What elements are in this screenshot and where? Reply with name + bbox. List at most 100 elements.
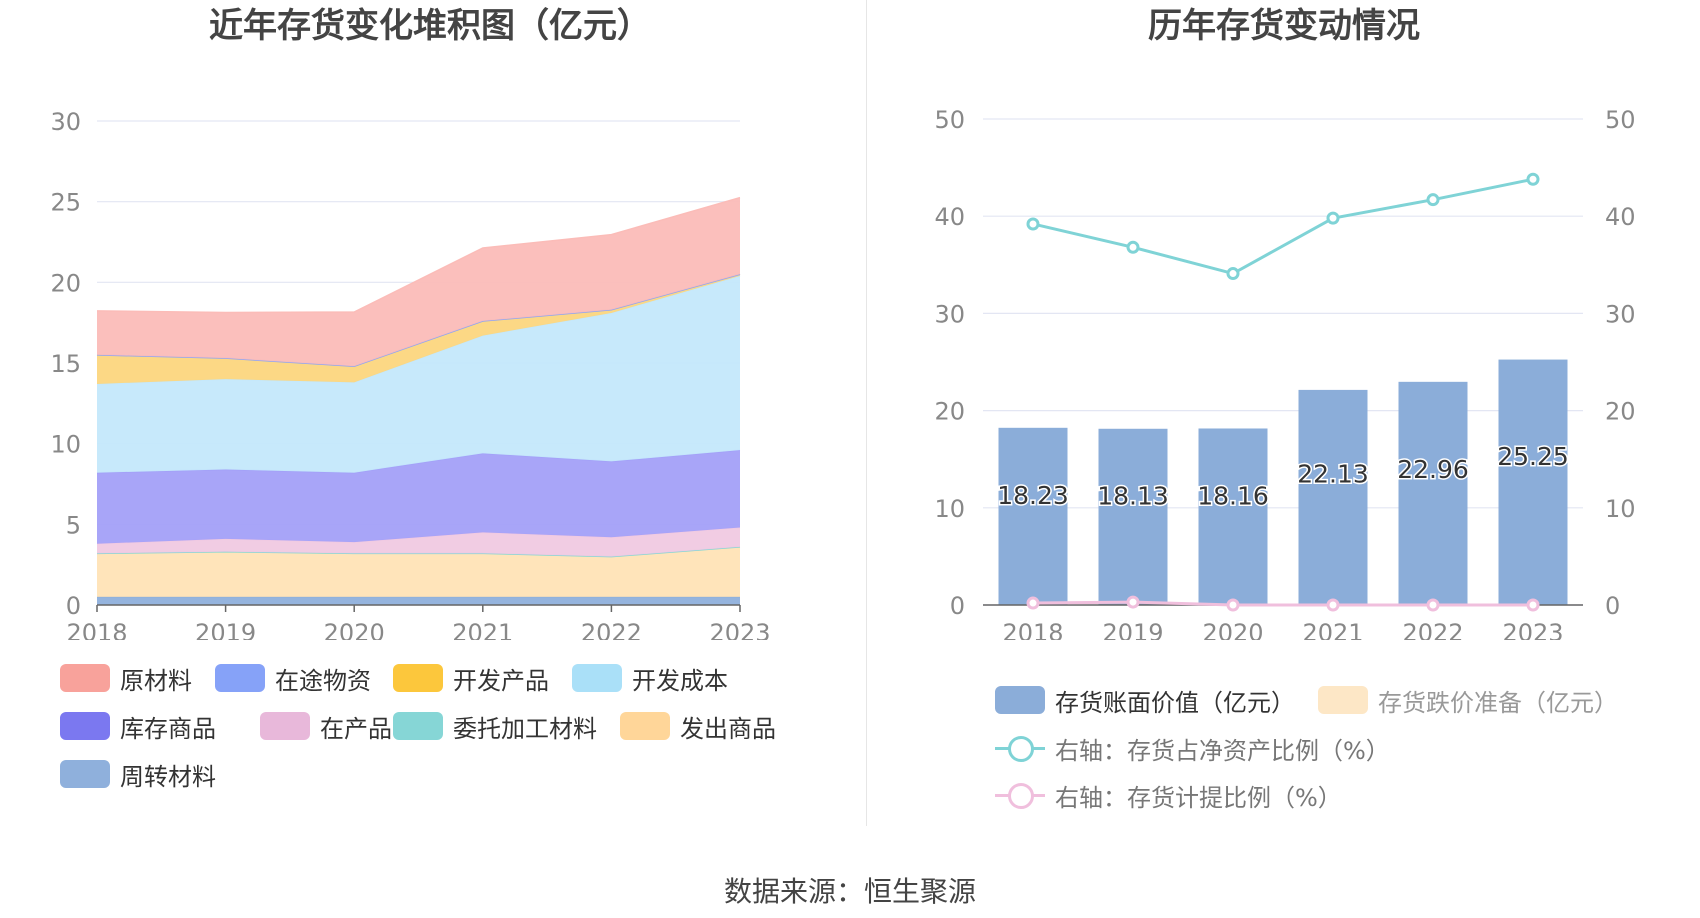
x-tick-label: 2020 xyxy=(1202,619,1263,640)
line-point xyxy=(1026,217,1040,231)
bar-2020 xyxy=(1198,428,1268,605)
panel-divider xyxy=(866,0,867,826)
area-在产品 xyxy=(97,527,740,557)
bar-value-label: 22.13 xyxy=(1297,459,1369,488)
legend-swatch xyxy=(393,712,443,740)
y-tick-label: 5 xyxy=(66,511,81,539)
legend-item[interactable]: 开发成本 xyxy=(572,661,728,695)
legend-item[interactable]: 存货账面价值（亿元） xyxy=(995,683,1295,717)
line-point xyxy=(1126,240,1140,254)
legend-label: 开发产品 xyxy=(453,666,549,695)
legend-swatch xyxy=(60,712,110,740)
legend-swatch xyxy=(1318,686,1368,714)
y-left-tick-label: 50 xyxy=(934,106,965,134)
area-edge-原材料 xyxy=(96,196,741,314)
legend-item[interactable]: 右轴：存货占净资产比例（%） xyxy=(995,731,1390,765)
y-left-tick-label: 40 xyxy=(934,203,965,231)
line-series-1 xyxy=(1032,600,1533,607)
legend-label: 原材料 xyxy=(120,666,192,695)
line-point xyxy=(1326,598,1340,612)
bar-2023 xyxy=(1498,359,1568,605)
right-chart-title: 历年存货变动情况 xyxy=(1148,6,1420,46)
legend-item[interactable]: 原材料 xyxy=(60,661,192,695)
y-tick-label: 15 xyxy=(50,350,81,378)
line-point xyxy=(1026,596,1040,610)
bar-2019 xyxy=(1098,428,1168,605)
legend-item[interactable]: 右轴：存货计提比例（%） xyxy=(995,778,1342,812)
area-发出商品 xyxy=(97,546,740,597)
bar-2018 xyxy=(998,427,1068,605)
x-tick-label: 2019 xyxy=(195,619,256,640)
y-left-tick-label: 20 xyxy=(934,398,965,426)
legend-swatch xyxy=(995,686,1045,714)
legend-label: 委托加工材料 xyxy=(453,714,597,743)
y-left-tick-label: 0 xyxy=(950,592,965,620)
y-tick-label: 10 xyxy=(50,431,81,459)
legend-swatch xyxy=(60,664,110,692)
area-开发产品 xyxy=(97,274,740,384)
area-库存商品 xyxy=(97,450,740,544)
legend-swatch xyxy=(572,664,622,692)
line-point xyxy=(1226,598,1240,612)
legend-label: 发出商品 xyxy=(680,714,776,743)
y-right-tick-label: 50 xyxy=(1605,106,1636,134)
data-source-note: 数据来源：恒生聚源 xyxy=(723,875,976,908)
y-right-tick-label: 10 xyxy=(1605,495,1636,523)
x-tick-label: 2022 xyxy=(581,619,642,640)
bar-2022 xyxy=(1398,381,1468,605)
legend-label: 存货跌价准备（亿元） xyxy=(1378,688,1618,717)
bar-2021 xyxy=(1298,389,1368,605)
stacked-area-chart: 0 5 10 15 20 25 30 2018 2019 2020 2021 2022 2023 xyxy=(50,108,770,640)
y-right-tick-label: 20 xyxy=(1605,398,1636,426)
legend-item[interactable]: 发出商品 xyxy=(620,709,776,743)
x-tick-label: 2023 xyxy=(709,619,770,640)
bar-value-label: 25.25 xyxy=(1497,442,1569,471)
line-point xyxy=(1126,595,1140,609)
y-right-tick-label: 30 xyxy=(1605,300,1636,328)
legend-swatch xyxy=(60,760,110,788)
x-tick-label: 2020 xyxy=(324,619,385,640)
legend-swatch xyxy=(260,712,310,740)
x-tick-label: 2021 xyxy=(452,619,513,640)
x-tick-label: 2018 xyxy=(1002,619,1063,640)
legend-label: 库存商品 xyxy=(120,714,216,743)
y-tick-label: 30 xyxy=(50,108,81,136)
line-point xyxy=(1326,211,1340,225)
legend-label: 右轴：存货占净资产比例（%） xyxy=(1055,736,1390,765)
bar-value-label: 18.16 xyxy=(1197,481,1269,510)
area-开发成本 xyxy=(97,275,740,473)
bar-value-label: 18.23 xyxy=(997,481,1069,510)
y-right-tick-label: 0 xyxy=(1605,592,1620,620)
x-tick-label: 2022 xyxy=(1402,619,1463,640)
legend-item[interactable]: 在途物资 xyxy=(215,661,371,695)
x-tick-label: 2021 xyxy=(1302,619,1363,640)
legend-item[interactable]: 委托加工材料 xyxy=(393,709,597,743)
line-point xyxy=(1426,193,1440,207)
legend-swatch xyxy=(620,712,670,740)
legend-item[interactable]: 开发产品 xyxy=(393,661,549,695)
legend-item[interactable]: 在产品 xyxy=(260,709,392,743)
bar-value-label: 18.13 xyxy=(1097,482,1169,511)
legend-label: 周转材料 xyxy=(120,762,216,791)
y-tick-label: 25 xyxy=(50,189,81,217)
x-tick-label: 2023 xyxy=(1502,619,1563,640)
legend-label: 右轴：存货计提比例（%） xyxy=(1055,783,1342,812)
line-point xyxy=(1526,172,1540,186)
left-chart-title: 近年存货变化堆积图（亿元） xyxy=(209,6,651,46)
line-series-0 xyxy=(1032,177,1534,276)
legend-swatch xyxy=(215,664,265,692)
line-point xyxy=(1226,267,1240,281)
legend-item[interactable]: 库存商品 xyxy=(60,709,216,743)
legend-item[interactable]: 周转材料 xyxy=(60,757,216,791)
line-point xyxy=(1526,598,1540,612)
area-周转材料 xyxy=(97,596,740,605)
legend-item[interactable]: 存货跌价准备（亿元） xyxy=(1318,683,1618,717)
legend-swatch xyxy=(393,664,443,692)
y-right-tick-label: 40 xyxy=(1605,203,1636,231)
y-left-tick-label: 10 xyxy=(934,495,965,523)
line-point xyxy=(1426,598,1440,612)
legend-swatch xyxy=(995,734,1045,762)
y-left-tick-label: 30 xyxy=(934,300,965,328)
x-tick-label: 2019 xyxy=(1102,619,1163,640)
